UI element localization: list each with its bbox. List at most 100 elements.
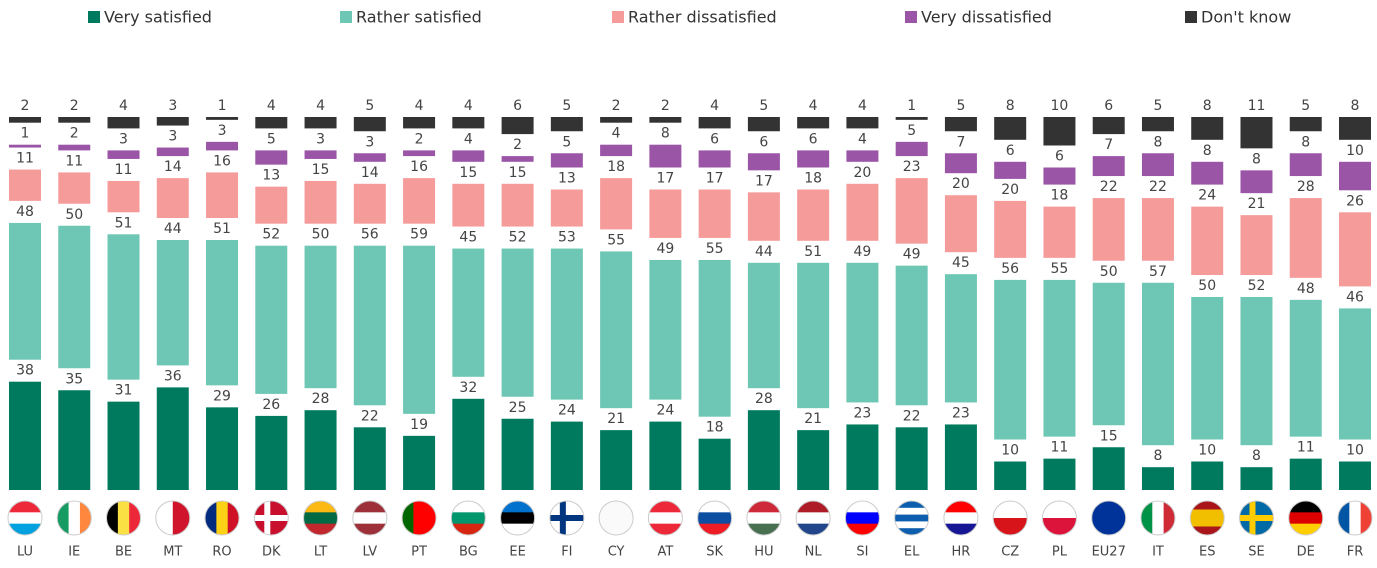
value-label: 56 — [1001, 261, 1019, 277]
flag — [352, 501, 387, 535]
value-label: 7 — [956, 134, 965, 150]
flag-part — [648, 523, 683, 535]
value-label: 51 — [804, 244, 822, 260]
value-label: 6 — [710, 131, 719, 147]
flag-outline — [155, 500, 191, 536]
bar-segment — [747, 153, 780, 171]
flag-part — [746, 501, 781, 513]
flag-part — [402, 501, 414, 535]
value-label: 18 — [607, 159, 625, 175]
value-label: 51 — [213, 221, 231, 237]
bar-segment — [1339, 117, 1371, 140]
value-label: 6 — [1006, 143, 1015, 159]
value-label: 26 — [262, 397, 280, 413]
bar-segment — [304, 180, 337, 224]
flag-outline — [992, 500, 1028, 536]
flag-part — [1190, 526, 1225, 535]
legend-label: Very dissatisfied — [921, 8, 1052, 27]
value-label: 4 — [612, 126, 621, 142]
bar-segment — [304, 117, 337, 129]
flag-outline — [894, 500, 930, 536]
value-label: 3 — [119, 131, 128, 147]
bar-segment — [747, 192, 780, 241]
flag-part — [559, 501, 566, 535]
flag — [943, 501, 978, 535]
flag-part — [845, 512, 880, 525]
value-label: 26 — [1346, 193, 1364, 209]
value-label: 56 — [361, 227, 379, 243]
legend-item: Rather satisfied — [340, 8, 482, 27]
value-label: 17 — [755, 173, 773, 189]
bar-segment — [501, 117, 534, 135]
value-label: 52 — [509, 230, 527, 246]
flag-part — [264, 501, 271, 535]
bar-segment — [600, 144, 633, 157]
flag — [796, 501, 831, 535]
value-label: 2 — [661, 98, 670, 114]
bar-segment — [206, 407, 239, 490]
bar-segment — [1043, 117, 1076, 146]
bar-segment — [1339, 161, 1371, 191]
flag-outline — [795, 500, 831, 536]
bar-segment — [649, 421, 682, 490]
value-label: 29 — [213, 388, 231, 404]
bar-segment — [1043, 279, 1076, 437]
flag — [1190, 501, 1225, 535]
bar-segment — [649, 144, 682, 168]
bar-segment — [1289, 458, 1322, 490]
category-label: SE — [1248, 545, 1264, 560]
bar-segment — [452, 248, 485, 377]
flag-part — [8, 501, 42, 513]
legend-label: Rather dissatisfied — [628, 8, 777, 27]
bar-segment — [1289, 117, 1322, 132]
bar-segment — [452, 183, 485, 227]
bar-segment — [895, 265, 928, 406]
flag-part — [500, 501, 535, 513]
value-label: 16 — [213, 153, 231, 169]
bar-segment — [550, 421, 583, 490]
value-label: 4 — [464, 131, 473, 147]
flag-part — [894, 528, 929, 535]
bar-segment — [600, 251, 633, 409]
value-label: 10 — [1198, 443, 1216, 459]
bar-segment — [698, 189, 731, 238]
value-label: 7 — [1104, 137, 1113, 153]
value-label: 3 — [168, 98, 177, 114]
legend-label: Rather satisfied — [356, 8, 482, 27]
value-label: 11 — [1051, 440, 1069, 456]
value-label: 15 — [1100, 428, 1118, 444]
value-label: 3 — [218, 123, 227, 139]
bar-segment — [1141, 282, 1174, 446]
flag — [205, 501, 240, 535]
legend-label: Don't know — [1201, 8, 1291, 27]
bar-segment — [600, 178, 633, 230]
value-label: 5 — [907, 123, 916, 139]
flag-outline — [1140, 500, 1176, 536]
flag — [1140, 501, 1175, 535]
value-label: 11 — [65, 153, 83, 169]
flag-outline — [253, 500, 289, 536]
flag-part — [746, 512, 781, 525]
bar-segment — [846, 183, 879, 241]
value-label: 55 — [706, 241, 724, 257]
bar-segment — [304, 410, 337, 490]
value-label: 11 — [1248, 98, 1266, 114]
value-label: 5 — [267, 131, 276, 147]
bar-segment — [698, 150, 731, 168]
bar-segment — [550, 153, 583, 168]
category-label: RO — [212, 545, 231, 560]
bar-segment — [58, 117, 91, 123]
value-label: 10 — [1001, 443, 1019, 459]
value-label: 28 — [312, 391, 330, 407]
flag-part — [1140, 501, 1153, 535]
bar-segment — [1339, 212, 1371, 287]
category-label: LT — [314, 545, 327, 560]
value-label: 8 — [1203, 143, 1212, 159]
category-label: EU27 — [1092, 545, 1126, 560]
bar-segment — [600, 117, 633, 123]
value-label: 16 — [410, 159, 428, 175]
category-label: FI — [561, 545, 572, 560]
value-label: 4 — [415, 98, 424, 114]
value-label: 8 — [1351, 98, 1360, 114]
flag-part — [413, 501, 426, 535]
